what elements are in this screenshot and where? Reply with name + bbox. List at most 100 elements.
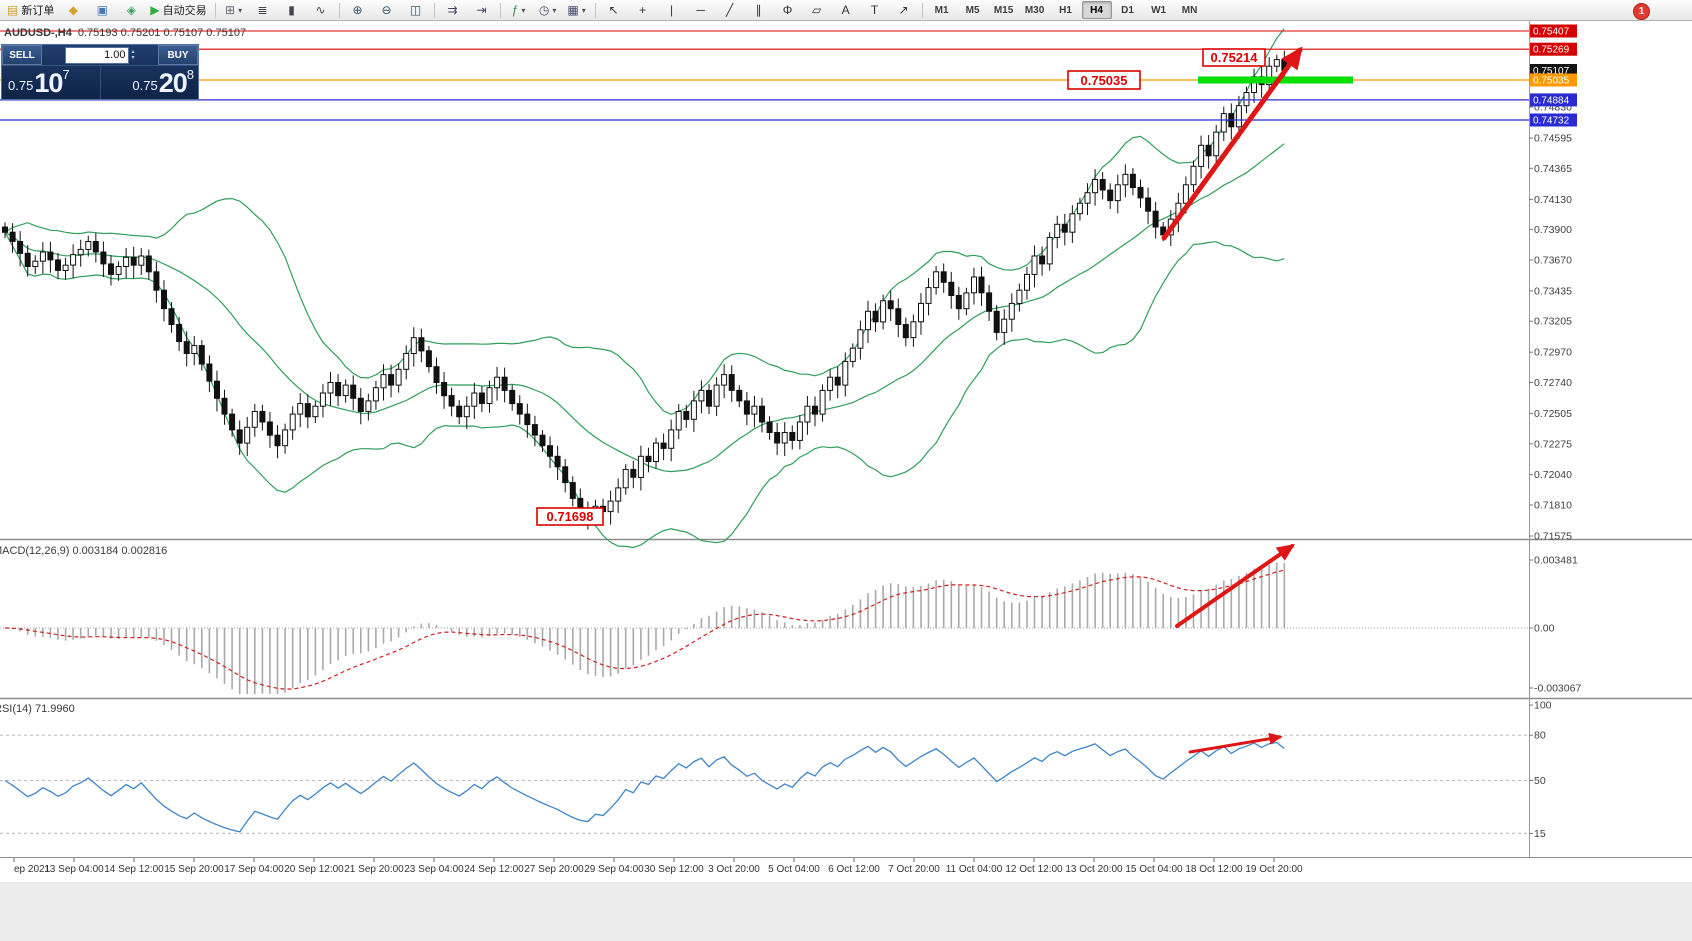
new-order-button[interactable]: ▤ 新订单 (3, 0, 58, 20)
bar-chart-button[interactable]: ≣ (249, 0, 277, 20)
volume-up-icon[interactable]: ▴ (131, 49, 135, 55)
templates-button-caret-icon[interactable]: ▾ (581, 5, 586, 15)
timeframe-w1[interactable]: W1 (1144, 1, 1174, 19)
price-tag (1530, 24, 1577, 38)
candle (910, 321, 917, 339)
callout-box[interactable] (1202, 48, 1266, 67)
candle (993, 310, 1000, 333)
navigator-button[interactable]: ◈ (117, 0, 145, 20)
zoom-out-button-icon: ⊖ (381, 3, 392, 17)
trend-arrow-1[interactable] (1161, 46, 1303, 241)
callout-text: 0.75035 (1081, 73, 1128, 88)
crosshair-tool[interactable]: + (629, 0, 657, 20)
new-chart-button-caret-icon[interactable]: ▾ (238, 5, 243, 15)
templates-button[interactable]: ▦ ▾ (563, 0, 591, 20)
fibonacci-tool[interactable]: Φ (774, 0, 802, 20)
horizontal-line-tool-icon: ─ (696, 3, 705, 17)
timeframe-m15[interactable]: M15 (989, 1, 1019, 19)
timeframe-m5[interactable]: M5 (958, 1, 988, 19)
candle (918, 302, 924, 323)
indicators-button[interactable]: ƒ ▾ (505, 0, 533, 20)
vertical-line-tool[interactable]: | (658, 0, 686, 20)
auto-scroll-button[interactable]: ⇉ (439, 0, 467, 20)
candle (925, 287, 932, 304)
indicators-button-caret-icon[interactable]: ▾ (521, 5, 526, 15)
trendline-tool[interactable]: ╱ (716, 0, 744, 20)
buy-price-sup: 8 (186, 67, 194, 82)
callout-box[interactable] (536, 507, 604, 526)
candle (266, 421, 273, 436)
timeframe-mn[interactable]: MN (1175, 1, 1205, 19)
buy-price[interactable]: 0.75 20 8 (99, 66, 199, 99)
text-label-tool-icon: T (870, 3, 879, 17)
periods-button[interactable]: ◷ ▾ (534, 0, 562, 20)
timeframe-h1-label: H1 (1059, 4, 1072, 16)
candle (675, 411, 682, 431)
candle (418, 337, 425, 352)
horizontal-line-tool[interactable]: ─ (687, 0, 715, 20)
time-axis-label: 18 Oct 12:00 (1185, 864, 1243, 875)
time-axis-label: 14 Sep 12:00 (104, 864, 164, 875)
candle (955, 295, 962, 310)
candle (2, 226, 8, 233)
candle (77, 248, 84, 256)
volume-down-icon[interactable]: ▾ (131, 55, 135, 61)
candle (365, 400, 372, 412)
candle (531, 424, 538, 436)
candlestick-button[interactable]: ▮ (278, 0, 306, 20)
arrows-tool[interactable]: ↗ (890, 0, 918, 20)
sell-button[interactable]: SELL (2, 45, 42, 65)
volume-stepper[interactable]: ▴ ▾ (131, 49, 134, 61)
data-window-button[interactable]: ▣ (88, 0, 116, 20)
timeframe-m15-label: M15 (993, 4, 1014, 16)
buy-button[interactable]: BUY (158, 45, 198, 65)
market-watch-button[interactable]: ◆ (59, 0, 87, 20)
timeframe-h4[interactable]: H4 (1081, 1, 1112, 19)
channel-tool[interactable]: ∥ (745, 0, 773, 20)
trend-arrow-2[interactable] (1175, 543, 1295, 628)
timeframe-m1[interactable]: M1 (927, 1, 957, 19)
candle (395, 368, 402, 386)
text-label-tool[interactable]: T (861, 0, 889, 20)
chart-shift-button[interactable]: ⇥ (468, 0, 496, 20)
tile-windows-button[interactable]: ◫ (402, 0, 430, 20)
cursor-tool[interactable]: ↖ (600, 0, 628, 20)
candle (372, 387, 379, 402)
line-chart-button[interactable]: ∿ (307, 0, 335, 20)
autotrade-button[interactable]: ▶ 自动交易 (146, 0, 210, 20)
candle (766, 421, 773, 433)
callout-text: 0.75214 (1211, 50, 1259, 65)
shapes-tool[interactable]: ▱ (803, 0, 831, 20)
zoom-in-button[interactable]: ⊕ (344, 0, 372, 20)
sell-price[interactable]: 0.75 10 7 (2, 66, 100, 99)
new-chart-button[interactable]: ⊞ ▾ (220, 0, 248, 20)
timeframe-d1[interactable]: D1 (1113, 1, 1143, 19)
toolbar-separator (338, 2, 340, 18)
price-axis-label: 0.74595 (1534, 133, 1572, 145)
zoom-out-button[interactable]: ⊖ (373, 0, 401, 20)
candle (357, 397, 364, 412)
candle (524, 413, 531, 426)
callout-box[interactable] (1067, 70, 1141, 90)
candle (743, 400, 750, 415)
periods-button-caret-icon[interactable]: ▾ (552, 5, 557, 15)
candle (1099, 179, 1106, 191)
price-axis-label: 0.72040 (1534, 469, 1572, 481)
time-axis-label: 6 Oct 12:00 (828, 864, 880, 875)
candle (92, 241, 99, 253)
timeframe-m30[interactable]: M30 (1020, 1, 1050, 19)
time-axis-label: 7 Oct 20:00 (888, 864, 940, 875)
candle (827, 376, 834, 391)
text-tool[interactable]: A (832, 0, 860, 20)
candle (706, 389, 712, 407)
time-axis-label: 29 Sep 04:00 (584, 864, 644, 875)
trend-arrow-3[interactable] (1188, 732, 1283, 754)
shapes-tool-icon: ▱ (811, 3, 822, 17)
candle (728, 374, 735, 391)
notification-badge[interactable]: 1 (1633, 3, 1650, 20)
time-axis-label: 30 Sep 12:00 (644, 864, 704, 875)
timeframe-h1[interactable]: H1 (1051, 1, 1081, 19)
candle (759, 405, 765, 423)
volume-input[interactable]: 1.00 (65, 46, 130, 64)
